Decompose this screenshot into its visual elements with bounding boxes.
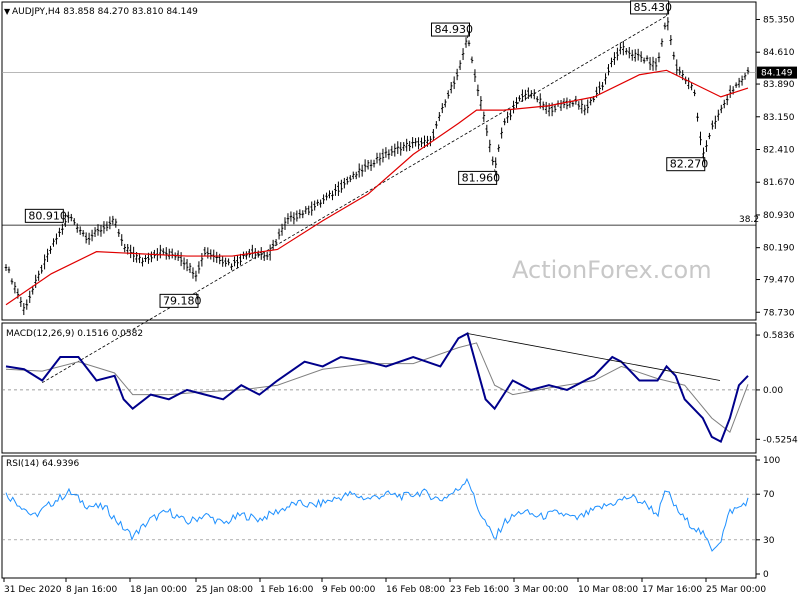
price-tick-label: 81.670 xyxy=(763,178,795,188)
macd-tick-label: 0.00 xyxy=(763,386,783,396)
price-tick-label: 83.150 xyxy=(763,113,795,123)
price-tick-label: 83.890 xyxy=(763,80,795,90)
price-tick-label: 79.470 xyxy=(763,276,795,286)
price-callout-label: 84.930 xyxy=(434,23,473,36)
time-tick-label: 8 Jan 16:00 xyxy=(66,585,118,595)
price-callouts: 80.910 79.180 84.930 81.960 85.430 82.270 xyxy=(24,0,709,308)
rsi-tick-label: 0 xyxy=(763,570,769,580)
price-callout-leader xyxy=(467,29,470,39)
time-tick-label: 17 Mar 16:00 xyxy=(642,585,702,595)
time-tick-label: 18 Jan 00:00 xyxy=(130,585,187,595)
time-tick-label: 9 Feb 00:00 xyxy=(322,585,376,595)
time-axis: 31 Dec 2020 8 Jan 16:00 18 Jan 00:00 25 Jan… xyxy=(3,578,766,595)
time-tick-label: 10 Mar 08:00 xyxy=(578,585,638,595)
rsi-line xyxy=(5,477,749,552)
time-tick-label: 23 Feb 16:00 xyxy=(450,585,509,595)
price-callout-label: 85.430 xyxy=(634,1,673,14)
price-callout-leader xyxy=(494,169,498,178)
rsi-panel-frame xyxy=(1,455,757,579)
time-tick-label: 16 Feb 08:00 xyxy=(386,585,445,595)
macd-y-axis: 0.5836 0.00 -0.5254 xyxy=(756,331,798,445)
title-arrow-icon: ▼ xyxy=(4,7,11,16)
time-tick-label: 25 Jan 08:00 xyxy=(196,585,253,595)
last-price-label: 84.149 xyxy=(761,69,793,79)
price-callout-leader xyxy=(702,155,706,165)
time-tick-label: 3 Mar 00:00 xyxy=(514,585,569,595)
price-callout-label: 82.270 xyxy=(670,158,709,171)
moving-average-line xyxy=(5,69,749,306)
macd-tick-label: 0.5836 xyxy=(763,331,795,341)
rsi-title: RSI(14) 64.9396 xyxy=(6,459,79,469)
price-y-axis: 78.730 79.470 80.190 80.930 81.670 82.410 83.1… xyxy=(756,15,795,318)
price-tick-label: 85.350 xyxy=(763,15,795,25)
macd-title: MACD(12,26,9) 0.1516 0.0582 xyxy=(6,329,143,339)
time-tick-label: 31 Dec 2020 xyxy=(4,585,62,595)
price-panel-frame xyxy=(1,1,757,321)
price-panel: 78.730 79.470 80.190 80.930 81.670 82.410 83.1… xyxy=(2,0,797,384)
dashed-trendline xyxy=(41,15,667,384)
price-callout-label: 79.180 xyxy=(163,294,202,307)
price-title: AUDJPY,H4 83.858 84.270 83.810 84.149 xyxy=(12,7,198,17)
price-callout-leader xyxy=(666,7,669,17)
fib-label: 38.2 xyxy=(739,215,759,225)
rsi-tick-label: 70 xyxy=(763,490,775,500)
price-tick-label: 82.410 xyxy=(763,146,795,156)
price-tick-label: 80.930 xyxy=(763,211,795,221)
rsi-panel: 100 70 30 0 RSI(14) 64.9396 xyxy=(2,456,780,580)
macd-panel: 0.5836 0.00 -0.5254 MACD(12,26,9) 0.1516 0… xyxy=(2,329,798,445)
rsi-y-axis: 100 70 30 0 xyxy=(756,456,780,580)
price-tick-label: 84.610 xyxy=(763,48,795,58)
last-price-box xyxy=(757,66,797,79)
time-tick-label: 1 Feb 16:00 xyxy=(260,585,314,595)
price-callout-label: 81.960 xyxy=(462,171,501,184)
price-tick-label: 78.730 xyxy=(763,308,795,318)
price-callout-leader xyxy=(195,292,199,301)
watermark: ActionForex.com xyxy=(512,256,712,284)
macd-tick-label: -0.5254 xyxy=(763,435,798,445)
price-callout-box xyxy=(24,208,64,223)
rsi-tick-label: 100 xyxy=(763,456,780,466)
price-tick-label: 80.190 xyxy=(763,244,795,254)
macd-panel-frame xyxy=(1,322,757,454)
macd-trendline xyxy=(467,333,721,381)
rsi-tick-label: 30 xyxy=(763,536,775,546)
time-tick-label: 25 Mar 00:00 xyxy=(706,585,766,595)
macd-signal-line xyxy=(5,342,749,434)
price-callout-label: 80.910 xyxy=(28,209,67,222)
